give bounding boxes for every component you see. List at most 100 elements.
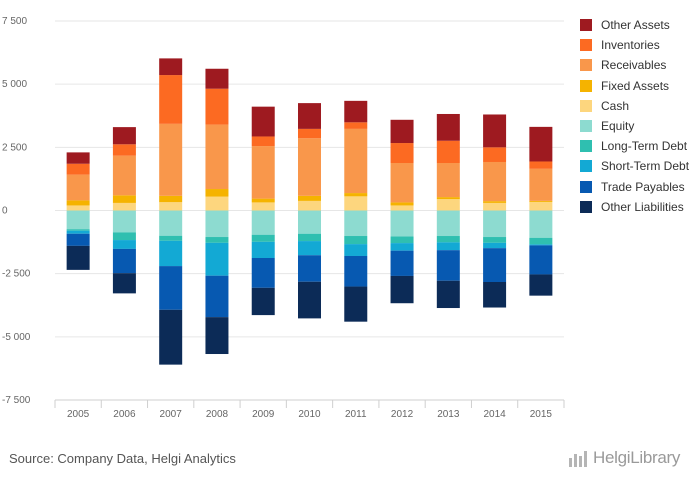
bar-long-term-debt-2006 (112, 232, 136, 241)
bar-other-liabilities-2009 (251, 287, 275, 316)
logo-text: HelgiLibrary (593, 448, 681, 467)
bar-other-assets-2013 (436, 113, 460, 141)
bar-long-term-debt-2011 (344, 236, 368, 245)
bar-receivables-2013 (436, 162, 460, 198)
legend-swatch (580, 39, 592, 52)
bar-fixed-assets-2006 (112, 195, 136, 203)
source-note: Source: Company Data, Helgi Analytics (9, 451, 236, 466)
bar-short-term-debt-2005 (66, 230, 90, 234)
legend-label: Cash (601, 98, 630, 113)
bar-trade-payables-2008 (205, 275, 229, 318)
bar-other-assets-2009 (251, 106, 275, 137)
bar-equity-2006 (112, 210, 136, 233)
bar-short-term-debt-2013 (436, 242, 460, 251)
y-tick-label: 2 500 (2, 142, 27, 153)
bar-inventories-2011 (344, 122, 368, 129)
helgi-library-logo: HelgiLibrary (568, 448, 680, 468)
bar-inventories-2013 (436, 140, 460, 163)
bar-fixed-assets-2010 (298, 195, 321, 201)
bar-other-liabilities-2015 (529, 274, 553, 296)
bar-other-assets-2005 (66, 152, 90, 164)
bar-receivables-2008 (205, 124, 229, 190)
bar-other-liabilities-2006 (112, 273, 136, 294)
x-tick-label: 2006 (113, 409, 136, 420)
bar-equity-2013 (436, 210, 460, 237)
bar-inventories-2009 (251, 136, 275, 147)
y-tick-label: 7 500 (2, 16, 27, 27)
x-tick-label: 2015 (530, 409, 553, 420)
y-tick-label: -5 000 (2, 332, 31, 343)
bar-equity-2011 (344, 210, 368, 237)
legend-item-equity[interactable]: Equity (580, 116, 689, 136)
legend-swatch (580, 19, 592, 32)
legend-label: Long-Term Debt (601, 139, 688, 154)
bar-short-term-debt-2011 (344, 244, 368, 256)
bar-other-assets-2006 (112, 127, 136, 145)
legend-swatch (580, 59, 592, 72)
bar-trade-payables-2012 (390, 250, 414, 276)
bar-inventories-2010 (298, 128, 321, 139)
bar-other-liabilities-2005 (66, 245, 90, 270)
bar-cash-2011 (344, 196, 368, 211)
bar-inventories-2015 (529, 161, 553, 169)
legend-item-inventories[interactable]: Inventories (580, 35, 689, 55)
bar-receivables-2015 (529, 168, 553, 201)
x-tick-label: 2010 (298, 409, 321, 420)
bar-equity-2015 (529, 210, 553, 238)
legend-item-other-assets[interactable]: Other Assets (580, 15, 689, 35)
bar-cash-2006 (112, 202, 136, 211)
bar-short-term-debt-2015 (529, 244, 553, 246)
x-tick-label: 2009 (252, 409, 275, 420)
bar-other-assets-2015 (529, 126, 553, 162)
bar-equity-2008 (205, 210, 229, 238)
legend-label: Trade Payables (601, 179, 685, 194)
legend-item-trade-payables[interactable]: Trade Payables (580, 177, 689, 197)
bar-equity-2010 (298, 210, 321, 234)
bar-inventories-2014 (483, 147, 507, 162)
bar-other-assets-2014 (483, 114, 507, 148)
bar-receivables-2009 (251, 146, 275, 199)
bars (66, 58, 553, 365)
bar-short-term-debt-2012 (390, 243, 414, 251)
legend-swatch (580, 99, 592, 112)
bar-long-term-debt-2015 (529, 237, 553, 245)
bar-trade-payables-2009 (251, 258, 275, 288)
x-tick-label: 2011 (345, 409, 367, 420)
bar-equity-2014 (483, 210, 507, 238)
legend: Other Assets Inventories Receivables Fixed … (580, 15, 689, 217)
x-tick-label: 2013 (437, 409, 460, 420)
bar-short-term-debt-2009 (251, 241, 275, 259)
bar-receivables-2012 (390, 162, 414, 203)
legend-item-receivables[interactable]: Receivables (580, 55, 689, 75)
bar-cash-2012 (390, 205, 414, 211)
legend-item-short-term-debt[interactable]: Short-Term Debt (580, 156, 689, 176)
x-tick-label: 2014 (483, 409, 506, 420)
bar-long-term-debt-2014 (483, 237, 507, 243)
bar-short-term-debt-2006 (112, 240, 136, 249)
bar-other-liabilities-2011 (344, 286, 368, 322)
x-tick-label: 2007 (160, 409, 183, 420)
bar-short-term-debt-2008 (205, 242, 229, 276)
bar-trade-payables-2010 (298, 255, 321, 282)
legend-item-long-term-debt[interactable]: Long-Term Debt (580, 136, 689, 156)
bar-cash-2014 (483, 202, 507, 211)
bar-cash-2013 (436, 199, 460, 211)
legend-label: Inventories (601, 38, 660, 53)
bar-cash-2015 (529, 201, 553, 211)
bar-receivables-2007 (159, 123, 183, 196)
legend-label: Receivables (601, 58, 667, 73)
bar-trade-payables-2015 (529, 245, 553, 275)
legend-item-other-liabilities[interactable]: Other Liabilities (580, 197, 689, 217)
legend-item-cash[interactable]: Cash (580, 96, 689, 116)
bar-inventories-2012 (390, 143, 414, 163)
legend-item-fixed-assets[interactable]: Fixed Assets (580, 76, 689, 96)
x-tick-label: 2008 (206, 409, 229, 420)
legend-label: Short-Term Debt (601, 159, 690, 174)
bar-receivables-2010 (298, 138, 321, 196)
y-axis-tick-labels: 7 500 5 000 2 500 0 -2 500 -5 000 -7 500 (2, 16, 31, 406)
legend-swatch (580, 79, 592, 92)
bar-other-liabilities-2010 (298, 281, 321, 319)
bar-fixed-assets-2005 (66, 200, 90, 206)
bar-receivables-2005 (66, 174, 90, 201)
